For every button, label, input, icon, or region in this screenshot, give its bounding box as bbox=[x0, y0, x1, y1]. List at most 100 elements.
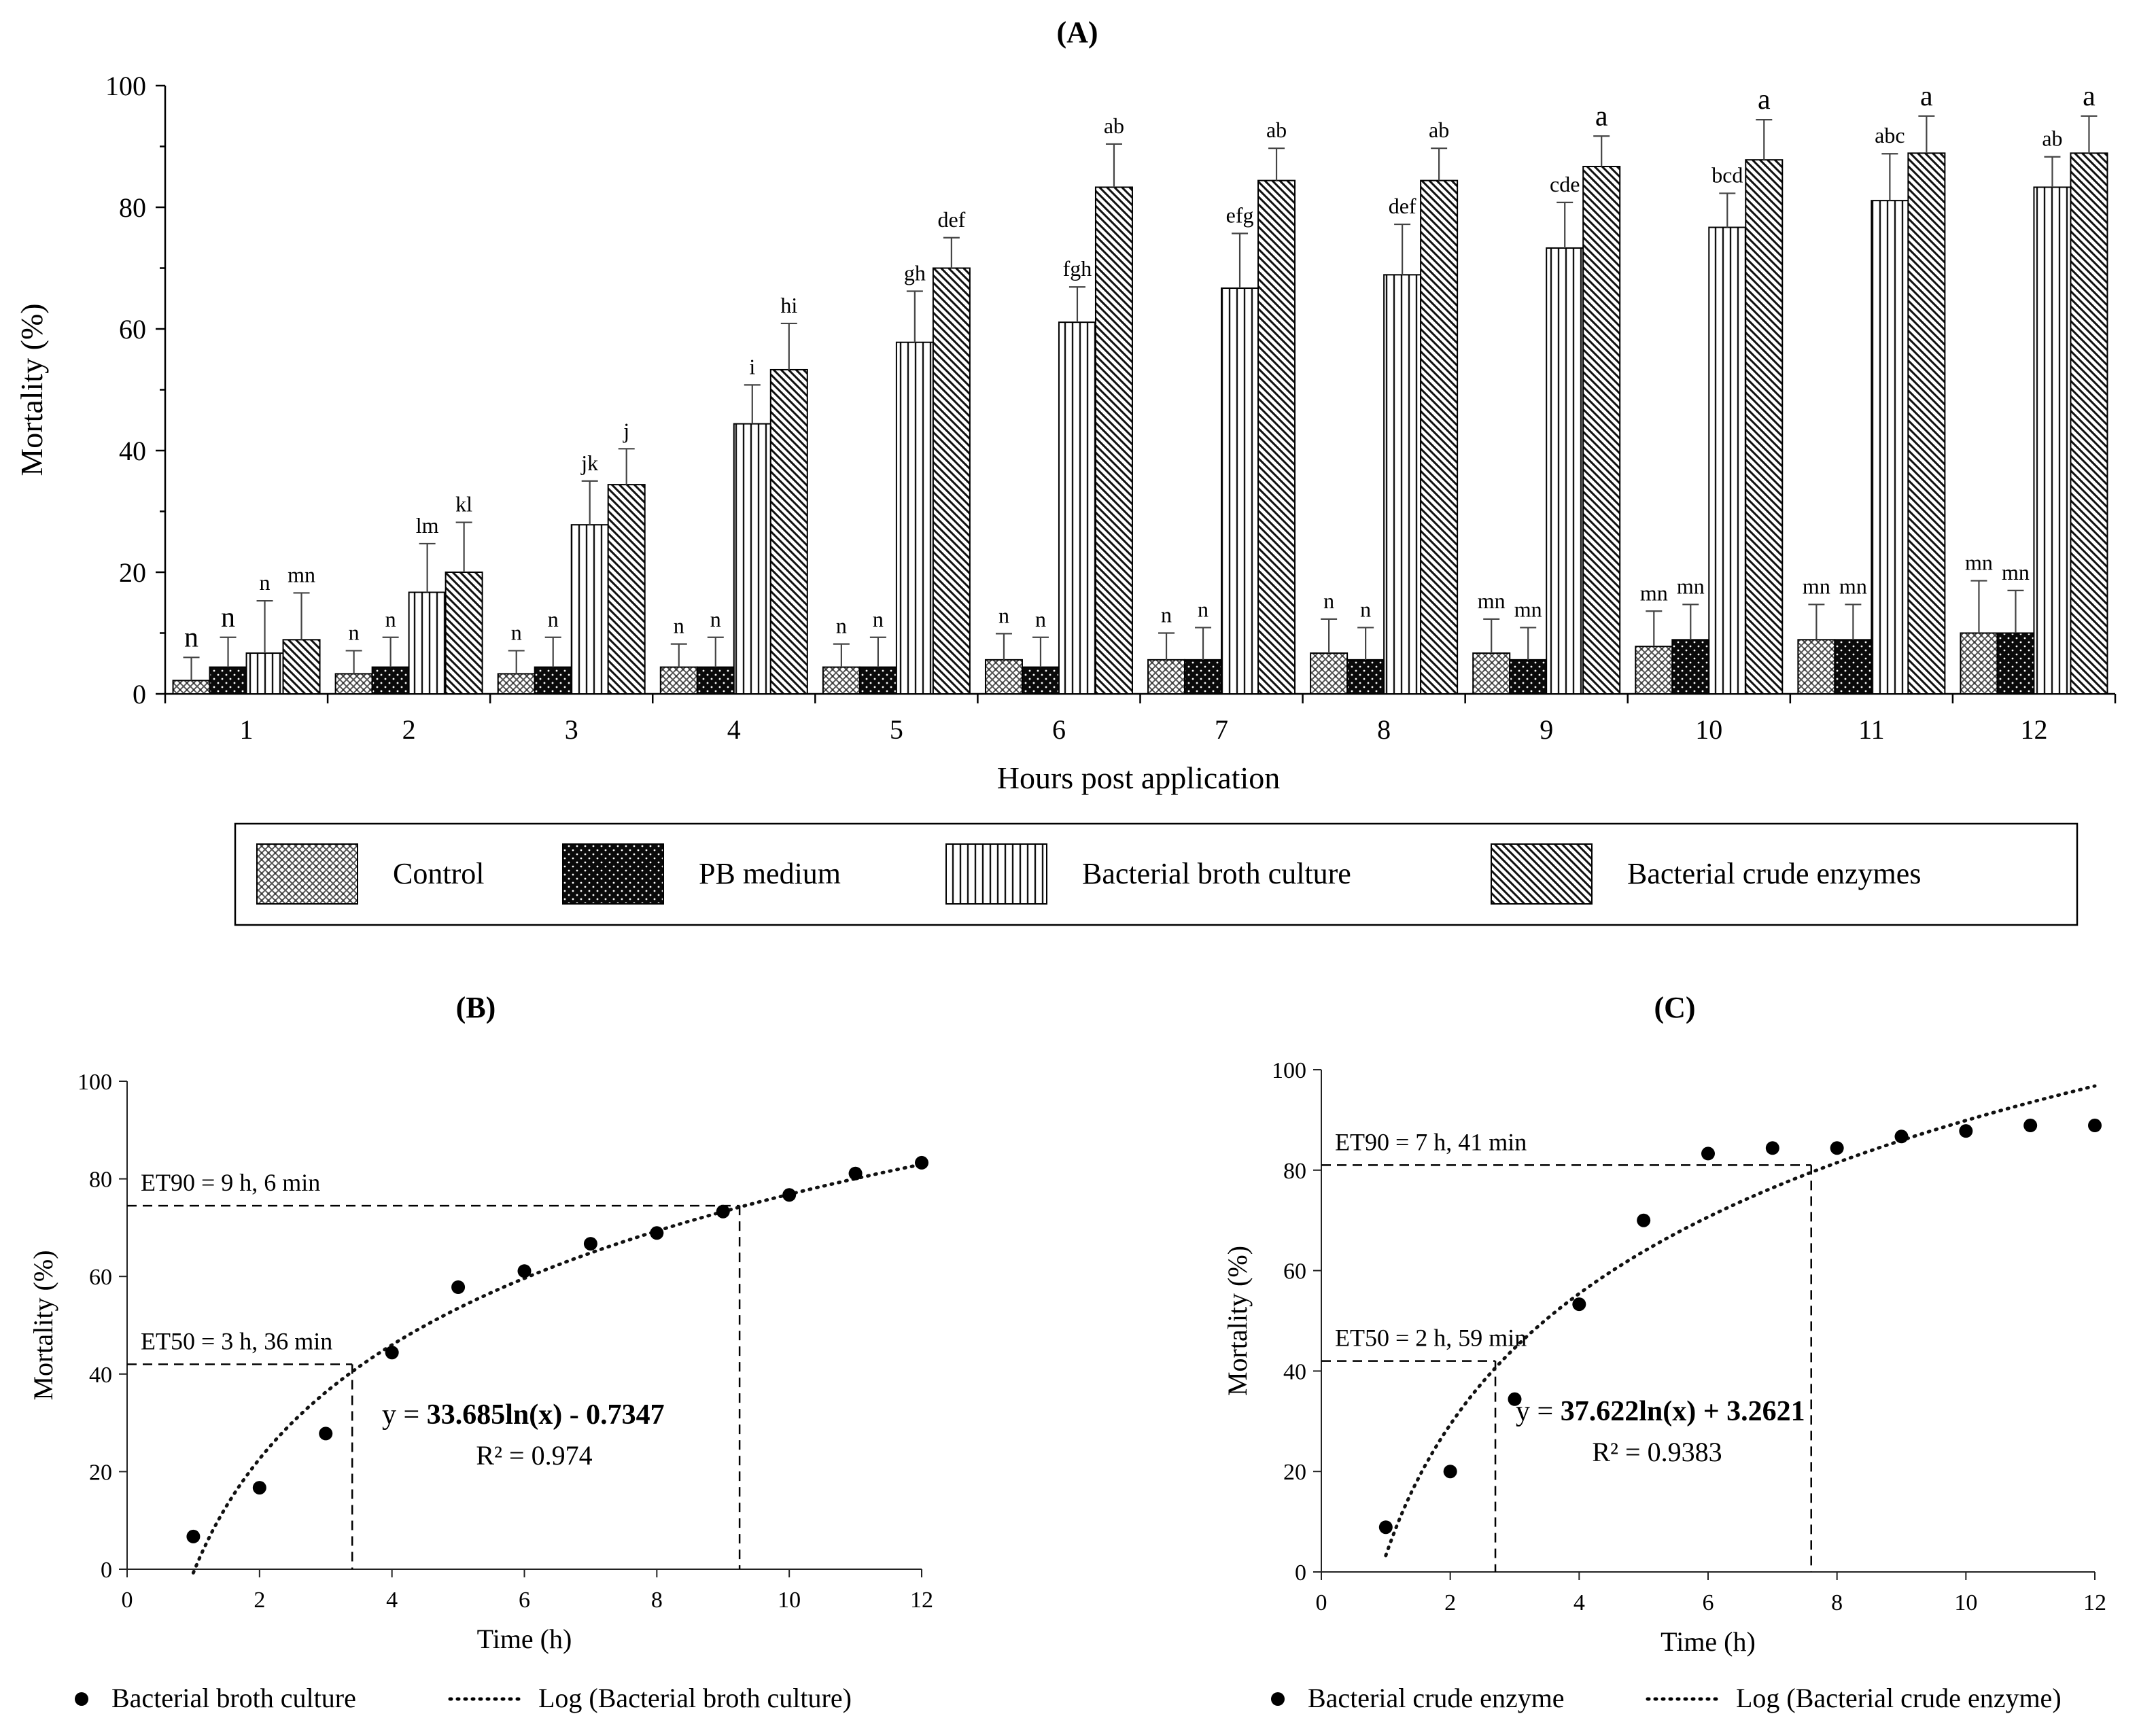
panel-a-y-tick-label: 0 bbox=[133, 679, 146, 710]
panel-b-data-point bbox=[385, 1346, 399, 1360]
panel-c-data-point bbox=[1572, 1297, 1586, 1312]
panel-c-data-point bbox=[1508, 1392, 1522, 1406]
panel-c-legend-marker bbox=[1271, 1692, 1285, 1706]
significance-letter: n bbox=[349, 620, 360, 644]
bar-pb-medium-3 bbox=[534, 666, 572, 695]
panel-c-log-trendline bbox=[1384, 1084, 2097, 1558]
significance-letter: n bbox=[511, 620, 522, 644]
panel-b-y-tick-label: 20 bbox=[89, 1460, 112, 1485]
bar-bacterial-crude-enzymes-3 bbox=[607, 484, 646, 695]
panel-b-data-point bbox=[252, 1481, 266, 1495]
significance-letter: n bbox=[836, 614, 847, 638]
panel-b-x-axis-label: Time (h) bbox=[477, 1624, 572, 1654]
panel-c-x-tick-label: 6 bbox=[1703, 1590, 1714, 1615]
bar-pb-medium-11 bbox=[1834, 639, 1873, 695]
significance-letter: fgh bbox=[1063, 256, 1092, 281]
panel-c-x-tick-label: 2 bbox=[1444, 1590, 1456, 1615]
bar-bacterial-broth-culture-6 bbox=[1058, 321, 1096, 695]
significance-letter: mn bbox=[1478, 589, 1506, 613]
significance-letter: mn bbox=[1965, 550, 1993, 575]
panel-c-y-axis-label: Mortality (%) bbox=[1222, 1246, 1253, 1396]
significance-letter: n bbox=[1161, 603, 1172, 627]
panel-c-y-tick-label: 20 bbox=[1283, 1460, 1306, 1485]
panel-a-x-tick-label: 6 bbox=[1052, 714, 1066, 745]
significance-letter: n bbox=[1360, 597, 1371, 621]
panel-b-data-point bbox=[451, 1280, 466, 1294]
panel-b-data-point bbox=[782, 1188, 797, 1202]
panel-b-x-tick-label: 8 bbox=[651, 1588, 663, 1613]
panel-a-x-tick-label: 2 bbox=[402, 714, 416, 745]
bar-pb-medium-5 bbox=[858, 666, 897, 695]
bar-bacterial-crude-enzymes-11 bbox=[1907, 152, 1946, 695]
panel-a-x-tick-label: 8 bbox=[1377, 714, 1391, 745]
panel-b-data-point bbox=[848, 1166, 863, 1180]
significance-letter: n bbox=[1323, 589, 1334, 613]
panel-a-y-tick-label: 100 bbox=[105, 71, 146, 101]
panel-c-x-tick-label: 10 bbox=[1954, 1590, 1977, 1615]
panel-b-legend: Bacterial broth culture Log (Bacterial br… bbox=[75, 1683, 852, 1713]
significance-letter: jk bbox=[580, 451, 598, 475]
bar-control-8 bbox=[1310, 652, 1349, 695]
panel-a-x-tick-label: 4 bbox=[727, 714, 741, 745]
panel-c-y-tick-label: 0 bbox=[1295, 1560, 1306, 1586]
bar-pb-medium-9 bbox=[1509, 659, 1548, 695]
panel-c-legend-trend-label: Log (Bacterial crude enzyme) bbox=[1736, 1683, 2062, 1713]
significance-letter: gh bbox=[904, 261, 926, 285]
panel-b-x-tick-label: 10 bbox=[778, 1588, 801, 1613]
panel-b-x-tick-label: 12 bbox=[910, 1588, 933, 1613]
bar-control-6 bbox=[984, 659, 1023, 695]
panel-c-et50-label: ET50 = 2 h, 59 min bbox=[1335, 1325, 1527, 1352]
significance-letter: mn bbox=[1677, 574, 1705, 598]
panel-a-y-tick-label: 60 bbox=[119, 314, 146, 345]
legend-box bbox=[234, 822, 2079, 926]
significance-letter: mn bbox=[1803, 574, 1830, 598]
bar-pb-medium-10 bbox=[1671, 639, 1710, 695]
significance-letter: i bbox=[749, 354, 755, 379]
panel-c-equation: y = 37.622ln(x) + 3.2621 bbox=[1516, 1396, 1805, 1427]
panel-c-y-tick-label: 60 bbox=[1283, 1259, 1306, 1284]
panel-a-x-tick-label: 1 bbox=[240, 714, 254, 745]
panel-b-x-tick-label: 6 bbox=[519, 1588, 530, 1613]
legend-swatch bbox=[1491, 843, 1593, 905]
panel-a-x-tick-label: 11 bbox=[1858, 714, 1885, 745]
panel-b-y-tick-label: 40 bbox=[89, 1363, 112, 1388]
significance-letter: lm bbox=[416, 513, 439, 538]
bar-bacterial-crude-enzymes-9 bbox=[1582, 166, 1621, 695]
significance-letter: mn bbox=[1640, 580, 1668, 605]
panel-c-x-axis-label: Time (h) bbox=[1661, 1626, 1756, 1657]
panel-c-data-point bbox=[1378, 1520, 1393, 1535]
panel-c-scatter-chart: (C) 0 20 40 60 80 100 0 2 4 6 8 10 12 Time (h) Mortalit… bbox=[1222, 991, 2106, 1713]
panel-c-data-point bbox=[1959, 1124, 1973, 1138]
panel-b-title: (B) bbox=[456, 991, 496, 1024]
significance-letter: n bbox=[260, 570, 271, 595]
panel-c-x-tick-label: 4 bbox=[1573, 1590, 1585, 1615]
bar-bacterial-broth-culture-11 bbox=[1871, 200, 1909, 695]
bar-control-9 bbox=[1472, 652, 1511, 695]
significance-letter: n bbox=[674, 614, 684, 638]
bar-control-2 bbox=[334, 673, 373, 695]
panel-a-x-tick-label: 3 bbox=[565, 714, 578, 745]
panel-b-x-tick-label: 4 bbox=[386, 1588, 398, 1613]
panel-c-legend-series-label: Bacterial crude enzyme bbox=[1308, 1683, 1565, 1713]
panel-c-et90-label: ET90 = 7 h, 41 min bbox=[1335, 1128, 1527, 1155]
panel-b-et90-label: ET90 = 9 h, 6 min bbox=[141, 1169, 320, 1196]
panel-a-y-axis-label: Mortality (%) bbox=[14, 303, 49, 476]
panel-c-legend: Bacterial crude enzyme Log (Bacterial cru… bbox=[1271, 1683, 2062, 1713]
bar-bacterial-crude-enzymes-2 bbox=[445, 572, 483, 695]
panel-c-y-tick-label: 80 bbox=[1283, 1159, 1306, 1184]
panel-c-data-point bbox=[1443, 1465, 1457, 1479]
significance-letter: n bbox=[548, 607, 559, 631]
significance-letter: n bbox=[873, 607, 884, 631]
bar-bacterial-broth-culture-2 bbox=[408, 591, 447, 695]
panel-c-y-tick-label: 100 bbox=[1272, 1058, 1306, 1083]
panel-a-x-axis-label: Hours post application bbox=[997, 760, 1281, 795]
bar-pb-medium-4 bbox=[696, 666, 735, 695]
panel-c-r-squared: R² = 0.9383 bbox=[1592, 1437, 1722, 1467]
panel-b-equation: y = 33.685ln(x) - 0.7347 bbox=[382, 1399, 665, 1431]
panel-a-x-tick-label: 10 bbox=[1695, 714, 1722, 745]
significance-letter: abc bbox=[1875, 123, 1905, 147]
significance-letter: a bbox=[1595, 101, 1608, 132]
panel-b-log-trendline bbox=[191, 1162, 924, 1575]
bar-control-11 bbox=[1797, 639, 1836, 695]
bar-pb-medium-12 bbox=[1996, 632, 2035, 695]
